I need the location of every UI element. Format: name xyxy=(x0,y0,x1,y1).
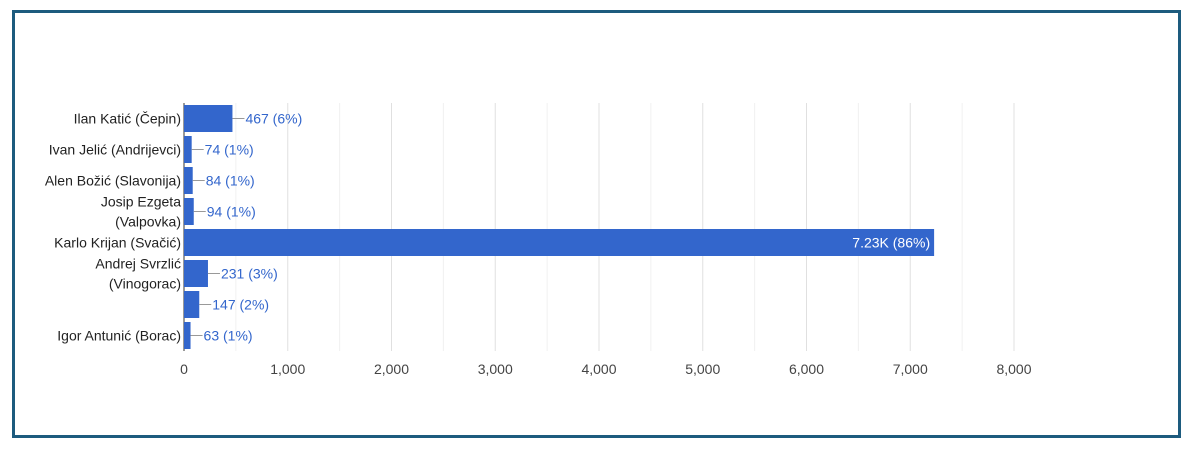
data-label: 147 (2%) xyxy=(212,297,269,313)
chart-frame xyxy=(12,10,1181,438)
x-tick-label: 2,000 xyxy=(374,361,409,377)
data-label: 467 (6%) xyxy=(245,111,302,127)
gridlines xyxy=(183,103,1015,351)
x-tick-label: 4,000 xyxy=(581,361,616,377)
bar[interactable] xyxy=(184,291,200,318)
bar[interactable] xyxy=(184,322,191,349)
x-tick-label: 3,000 xyxy=(478,361,513,377)
x-tick-label: 1,000 xyxy=(270,361,305,377)
data-label: 231 (3%) xyxy=(221,266,278,282)
x-tick-label: 8,000 xyxy=(996,361,1031,377)
bar[interactable] xyxy=(184,198,194,225)
data-label: 7.23K (86%) xyxy=(852,235,930,251)
data-label: 74 (1%) xyxy=(205,142,254,158)
bar[interactable] xyxy=(184,229,935,256)
category-label: Andrej Svrzlić (Vinogorac) xyxy=(95,256,181,292)
bar[interactable] xyxy=(184,167,193,194)
data-labels: 467 (6%) 74 (1%) 84 (1%) 94 (1%) 7.23K (86%)… xyxy=(190,111,930,344)
data-label: 63 (1%) xyxy=(204,328,253,344)
bar[interactable] xyxy=(184,136,192,163)
data-label: 94 (1%) xyxy=(207,204,256,220)
category-label: Alen Božić (Slavonija) xyxy=(45,173,181,189)
x-tick-label: 6,000 xyxy=(789,361,824,377)
x-tick-label: 5,000 xyxy=(685,361,720,377)
category-label: Ivan Jelić (Andrijevci) xyxy=(49,142,181,158)
x-tick-label: 7,000 xyxy=(893,361,928,377)
x-tick-labels: 0 1,000 2,000 3,000 4,000 5,000 6,000 7,000 8,00… xyxy=(180,361,1032,377)
category-label: Ilan Katić (Čepin) xyxy=(74,111,181,127)
bars xyxy=(184,105,935,349)
bar[interactable] xyxy=(184,260,208,287)
category-label: Igor Antunić (Borac) xyxy=(57,328,181,344)
category-label: Karlo Krijan (Svačić) xyxy=(54,235,181,251)
bar[interactable] xyxy=(184,105,233,132)
data-label: 84 (1%) xyxy=(206,173,255,189)
category-label: Josip Ezgeta (Valpovka) xyxy=(101,194,181,230)
x-tick-label: 0 xyxy=(180,361,188,377)
category-labels: Ilan Katić (Čepin) Ivan Jelić (Andrijevci… xyxy=(45,111,181,344)
